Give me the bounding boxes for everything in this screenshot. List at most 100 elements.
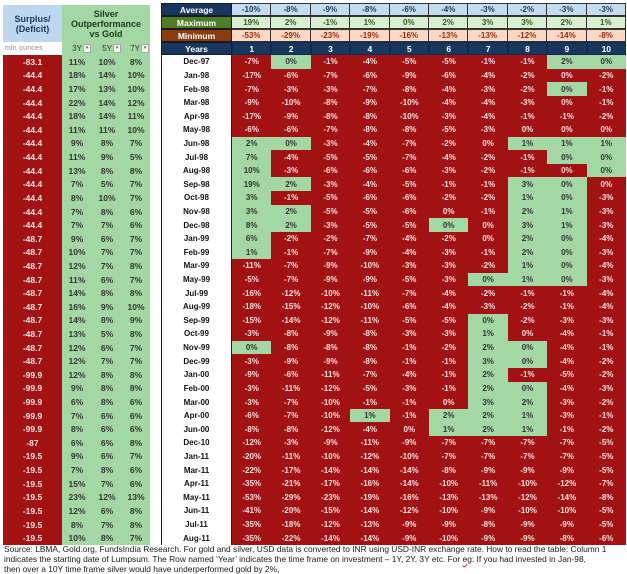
heatmap-cell: -12% — [310, 381, 351, 396]
heatmap-cell: -17% — [232, 68, 272, 83]
year-header: 8 — [507, 42, 548, 55]
heatmap-cell: -3% — [232, 381, 272, 396]
column-header-7y: 7Y ▾ — [122, 42, 150, 55]
heatmap-cell: -7% — [547, 449, 587, 464]
heatmap-cell: -4% — [468, 68, 508, 83]
surplus-value: -48.7 — [3, 327, 62, 341]
outperformance-value: 6% — [122, 422, 150, 437]
heatmap-cell: -3% — [468, 299, 508, 314]
outperformance-value: 17% — [62, 82, 92, 96]
outperformance-value: 8% — [92, 163, 122, 178]
summary-value: -14% — [547, 29, 587, 42]
heatmap-cell: 0% — [586, 177, 626, 192]
heatmap-cell: 1% — [507, 272, 548, 287]
heatmap-cell: 3% — [507, 218, 548, 232]
heatmap-cell: -9% — [310, 354, 351, 369]
year-header: 2 — [271, 42, 311, 55]
footer-line-1: Source: LBMA, Gold.org, FundsIndia Resea… — [4, 544, 607, 554]
outperformance-value: 13% — [92, 82, 122, 96]
heatmap-cell: -3% — [271, 163, 311, 178]
outperformance-value: 6% — [122, 204, 150, 219]
outperformance-value: 9% — [92, 299, 122, 314]
summary-value: -8% — [271, 3, 311, 16]
surplus-value: -44.4 — [3, 191, 62, 205]
surplus-value: -99.9 — [3, 368, 62, 382]
column-header-3y: 3Y ▾ — [62, 42, 92, 55]
heatmap-cell: -35% — [232, 476, 272, 491]
summary-value: 19% — [232, 16, 272, 29]
heatmap-cell: -7% — [389, 150, 429, 164]
month-label: Oct-98 — [161, 191, 232, 205]
heatmap-cell: -11% — [350, 286, 390, 300]
heatmap-cell: -2% — [507, 82, 548, 96]
heatmap-cell: -7% — [310, 245, 351, 260]
year-header: 7 — [468, 42, 508, 55]
heatmap-cell: -1% — [586, 95, 626, 110]
heatmap-cell: 19% — [232, 177, 272, 192]
month-label: Apr-00 — [161, 408, 232, 423]
outperformance-value: 18% — [62, 109, 92, 124]
heatmap-cell: -3% — [389, 259, 429, 273]
outperformance-value: 16% — [62, 299, 92, 314]
heatmap-cell: -3% — [586, 204, 626, 219]
heatmap-cell: -1% — [586, 327, 626, 341]
heatmap-cell: -7% — [310, 123, 351, 137]
heatmap-cell: -4% — [547, 381, 587, 396]
surplus-value: -44.4 — [3, 150, 62, 164]
heatmap-cell: -3% — [232, 354, 272, 369]
heatmap-cell: -3% — [586, 218, 626, 232]
heatmap-cell: -3% — [232, 327, 272, 341]
column-header-5y: 5Y ▾ — [92, 42, 122, 55]
heatmap-cell: 0% — [389, 422, 429, 437]
outperformance-value: 14% — [62, 286, 92, 300]
heatmap-cell: -3% — [507, 95, 548, 110]
heatmap-cell: -14% — [547, 490, 587, 505]
heatmap-cell: -6% — [271, 68, 311, 83]
heatmap-cell: 2% — [271, 204, 311, 219]
heatmap-cell: -9% — [547, 517, 587, 532]
month-label: Jan-98 — [161, 68, 232, 83]
heatmap-cell: -9% — [271, 109, 311, 124]
month-label: May-11 — [161, 490, 232, 505]
outperformance-value: 7% — [62, 463, 92, 477]
surplus-value: -48.7 — [3, 259, 62, 273]
heatmap-cell: -5% — [310, 191, 351, 205]
summary-value: 1% — [586, 16, 626, 29]
heatmap-cell: -2% — [271, 231, 311, 246]
surplus-value: -48.7 — [3, 299, 62, 314]
surplus-value: -99.9 — [3, 408, 62, 423]
summary-value: 1% — [350, 16, 390, 29]
heatmap-cell: -8% — [468, 517, 508, 532]
outperformance-value: 7% — [92, 259, 122, 273]
heatmap-cell: -7% — [271, 408, 311, 423]
heatmap-cell: -4% — [271, 150, 311, 164]
outperformance-value: 8% — [122, 286, 150, 300]
filter-dropdown-icon[interactable]: ▾ — [141, 44, 149, 53]
heatmap-cell: -2% — [586, 395, 626, 409]
surplus-value: -44.4 — [3, 95, 62, 110]
heatmap-cell: -22% — [232, 463, 272, 477]
heatmap-cell: -3% — [429, 163, 469, 178]
heatmap-cell: -9% — [310, 259, 351, 273]
filter-dropdown-icon[interactable]: ▾ — [83, 44, 91, 53]
outperformance-value: 8% — [62, 191, 92, 205]
outperformance-value: 9% — [92, 150, 122, 164]
month-label: Jan-11 — [161, 449, 232, 464]
heatmap-cell: -11% — [468, 476, 508, 491]
heatmap-cell: -3% — [389, 327, 429, 341]
heatmap-cell: -7% — [271, 272, 311, 287]
heatmap-cell: -23% — [310, 490, 351, 505]
surplus-value: -99.9 — [3, 395, 62, 409]
heatmap-cell: -8% — [586, 490, 626, 505]
heatmap-cell: -7% — [350, 231, 390, 246]
heatmap-cell: -13% — [468, 490, 508, 505]
heatmap-cell: -8% — [310, 95, 351, 110]
heatmap-cell: -2% — [429, 191, 469, 205]
outperformance-value: 9% — [62, 449, 92, 464]
heatmap-cell: 2% — [429, 408, 469, 423]
month-label: Apr-11 — [161, 476, 232, 491]
heatmap-cell: 0% — [468, 136, 508, 151]
filter-dropdown-icon[interactable]: ▾ — [113, 44, 121, 53]
surplus-value: -44.4 — [3, 109, 62, 124]
month-label: Aug-98 — [161, 163, 232, 178]
